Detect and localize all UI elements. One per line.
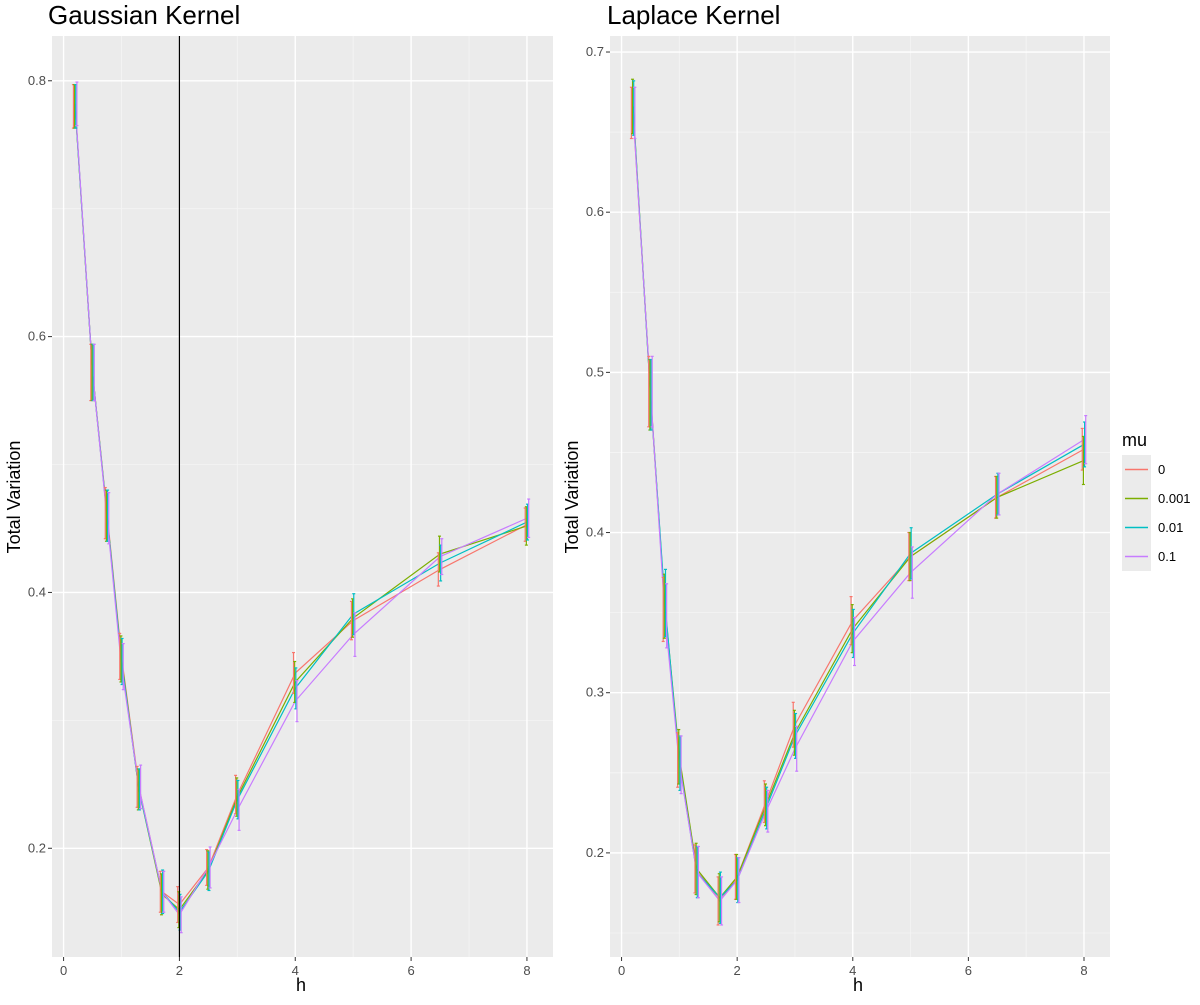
legend-title: mu [1122,430,1147,450]
gaussian-y-tick-label: 0.8 [28,73,46,88]
laplace-y-axis-title: Total Variation [562,441,582,554]
laplace-kernel-panel: Laplace Kernel 0 2 4 6 8 0.2 0.3 0.4 0.5 0.6 0.7 h… [562,0,1110,995]
laplace-panel-title: Laplace Kernel [607,0,780,30]
legend-label: 0.1 [1158,549,1176,564]
laplace-x-tick-label: 8 [1080,963,1087,978]
gaussian-x-tick-label: 4 [292,963,299,978]
gaussian-x-tick-label: 6 [407,963,414,978]
laplace-x-tick-label: 0 [618,963,625,978]
gaussian-x-tick-label: 2 [176,963,183,978]
legend-label: 0.01 [1158,520,1183,535]
gaussian-x-tick-label: 8 [523,963,530,978]
gaussian-x-tick-label: 0 [60,963,67,978]
gaussian-y-tick-label: 0.2 [28,840,46,855]
laplace-y-tick-label: 0.7 [586,44,604,59]
legend: mu 0 0.001 0.01 0.1 [1122,430,1191,571]
gaussian-y-tick-label: 0.4 [28,584,46,599]
gaussian-panel-background [52,36,553,957]
laplace-x-tick-label: 2 [734,963,741,978]
gaussian-panel-title: Gaussian Kernel [48,0,240,30]
legend-items: 0 0.001 0.01 0.1 [1122,455,1191,571]
gaussian-x-axis-title: h [296,975,306,995]
laplace-y-tick-label: 0.4 [586,525,604,540]
laplace-y-tick-label: 0.6 [586,204,604,219]
gaussian-plot-area: 0 2 4 6 8 0.2 0.4 0.6 0.8 [28,36,553,978]
gaussian-y-axis-title: Total Variation [4,441,24,554]
laplace-x-axis-title: h [853,975,863,995]
laplace-y-tick-label: 0.5 [586,364,604,379]
laplace-y-tick-label: 0.3 [586,685,604,700]
laplace-x-tick-label: 6 [965,963,972,978]
legend-label: 0 [1158,462,1165,477]
laplace-plot-area: 0 2 4 6 8 0.2 0.3 0.4 0.5 0.6 0.7 [586,36,1110,978]
laplace-panel-background [610,36,1110,957]
laplace-y-tick-label: 0.2 [586,845,604,860]
laplace-x-tick-label: 4 [849,963,856,978]
gaussian-y-tick-label: 0.6 [28,329,46,344]
gaussian-kernel-panel: Gaussian Kernel 0 2 4 6 8 0.2 0.4 0.6 0.8 h Tota… [4,0,553,995]
legend-label: 0.001 [1158,491,1191,506]
